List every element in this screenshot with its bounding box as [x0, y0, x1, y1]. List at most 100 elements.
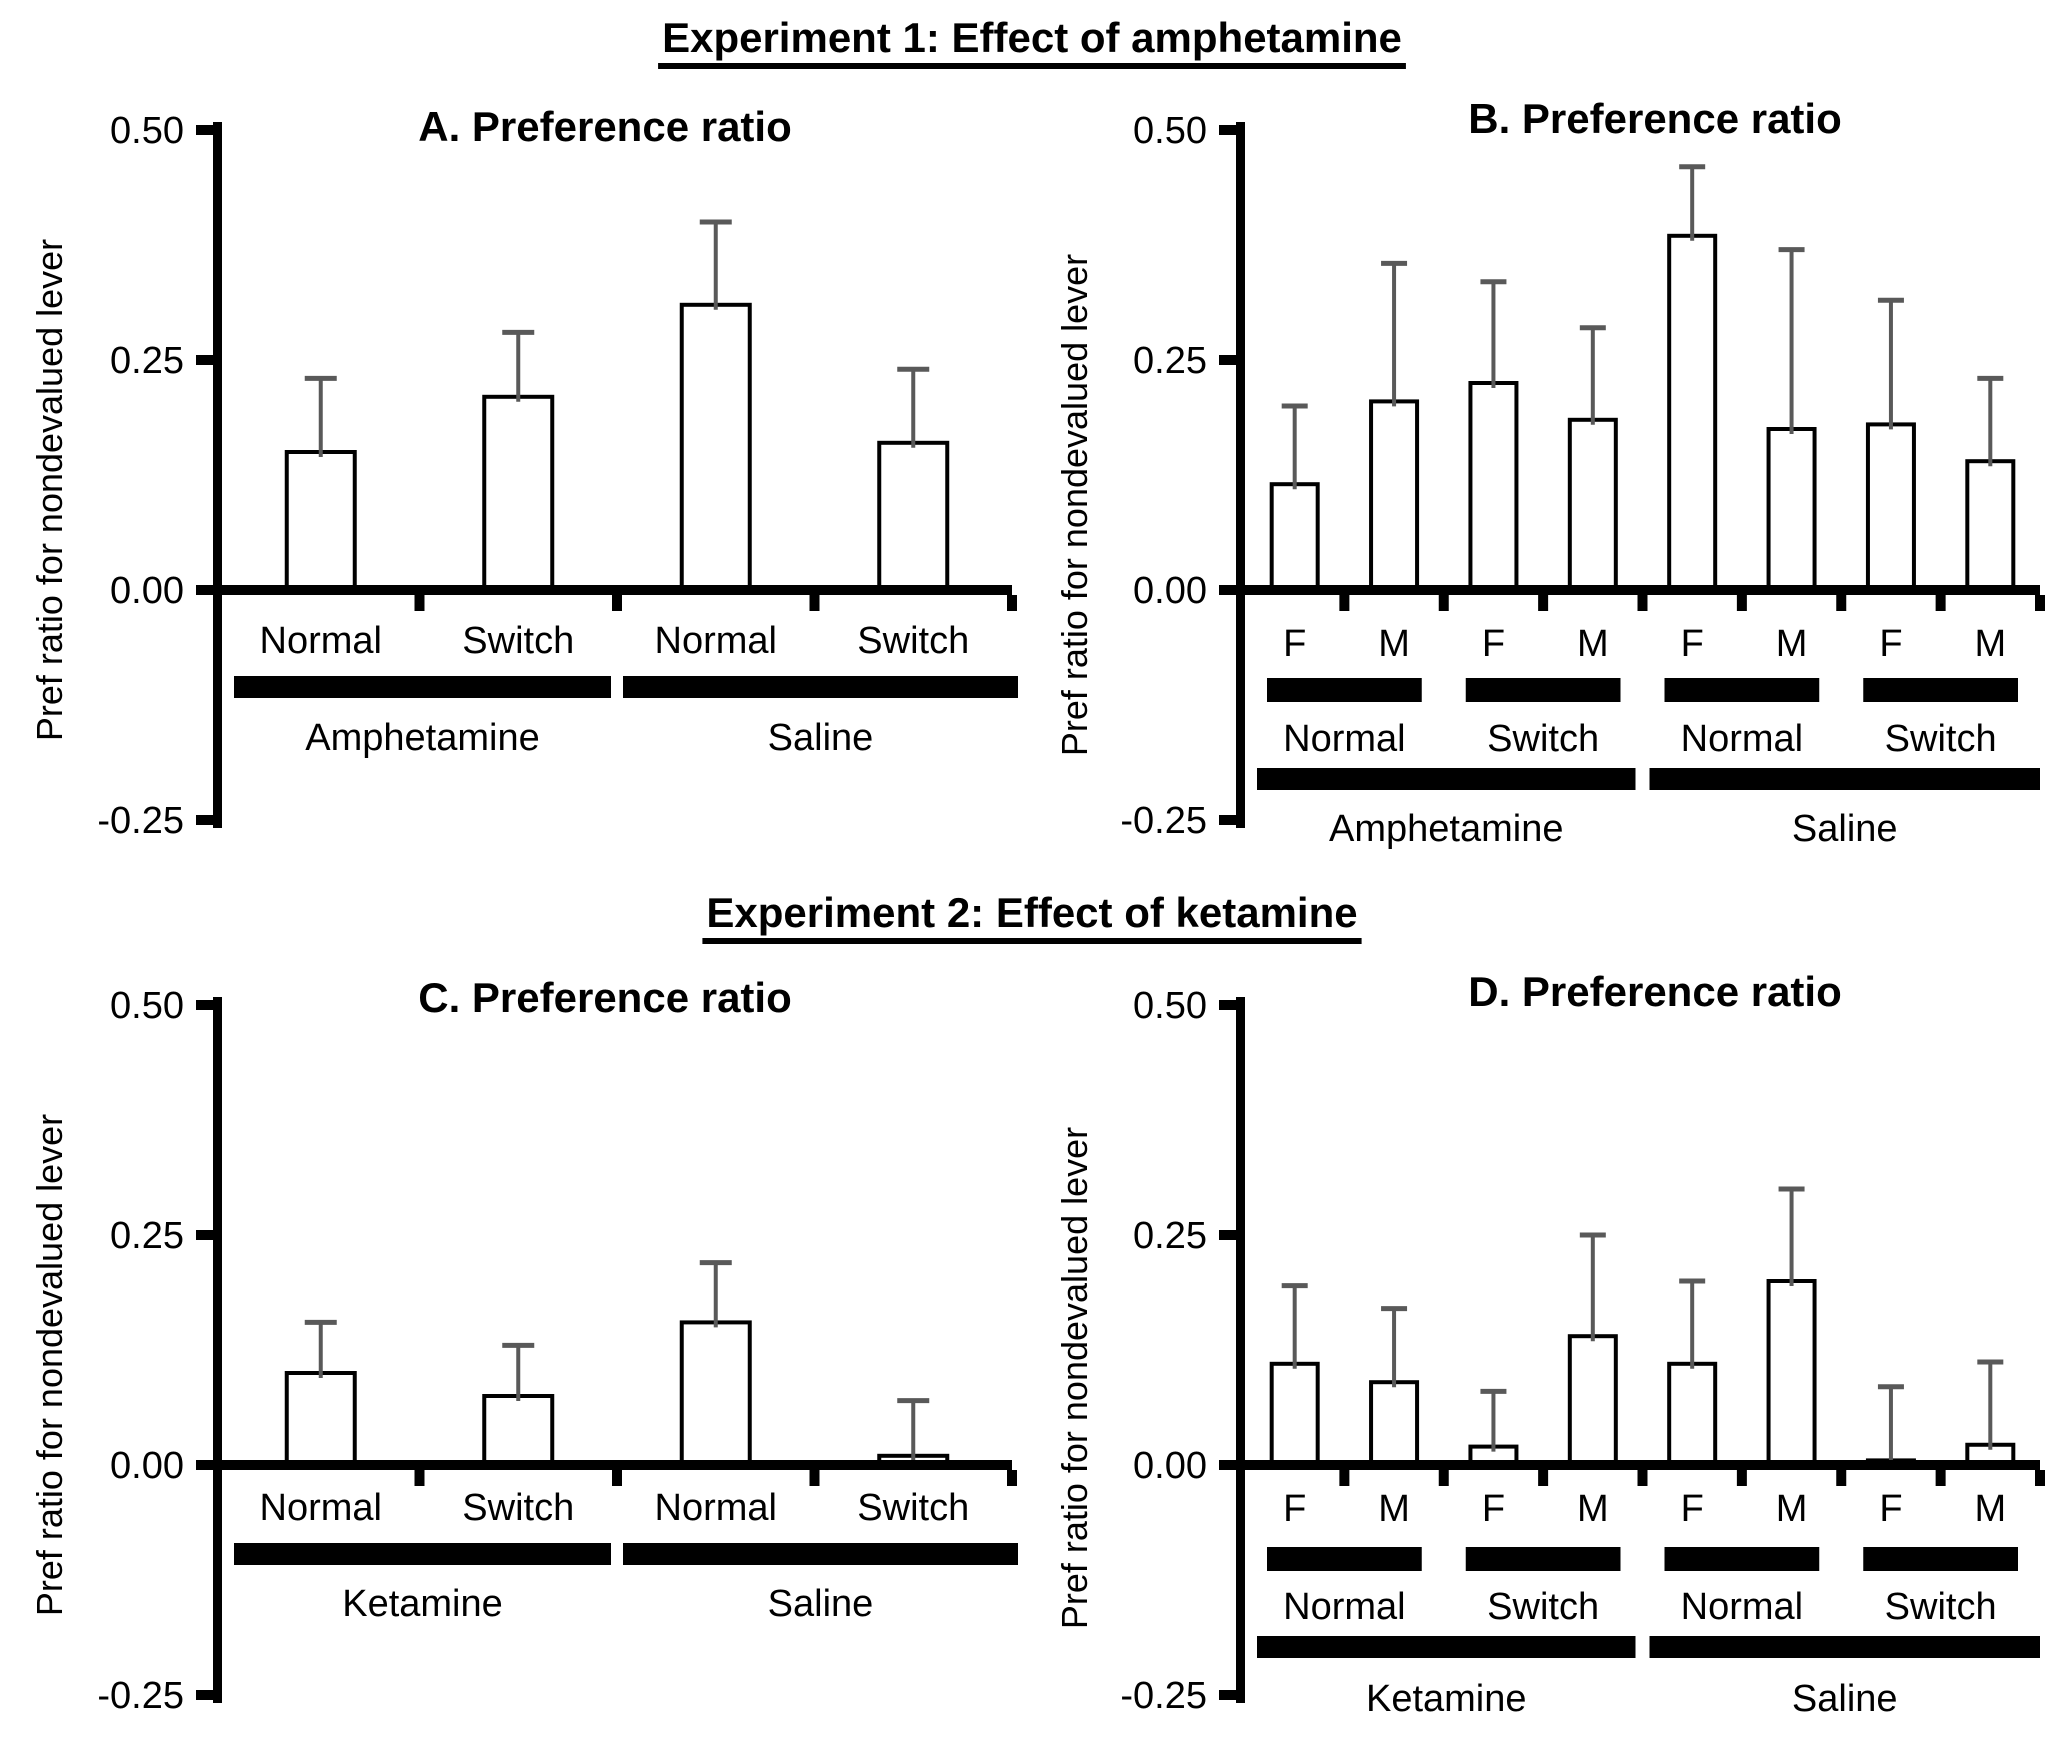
y-tick-label-D-3: -0.25: [1120, 1675, 1207, 1717]
category-label-C-2: Normal: [655, 1487, 777, 1529]
sex-label-B-4: F: [1681, 623, 1704, 665]
y-axis-D: [1236, 997, 1245, 1703]
category-label-A-3: Switch: [857, 620, 969, 662]
x-tick-C-4: [1007, 1470, 1017, 1486]
y-tick-label-A-0: 0.50: [110, 110, 184, 152]
sex-label-B-5: M: [1776, 623, 1808, 665]
sex-label-D-1: M: [1378, 1488, 1410, 1530]
panel-b-y-axis-label: Pref ratio for nondevalued lever: [1054, 254, 1095, 756]
y-tick-D-1: [1219, 1230, 1236, 1240]
pair-bar-D-1: [1465, 1547, 1621, 1571]
x-tick-D-7: [1935, 1470, 1946, 1486]
x-tick-D-5: [1736, 1470, 1747, 1486]
pair-bar-D-0: [1267, 1547, 1422, 1571]
y-tick-label-C-0: 0.50: [110, 985, 184, 1027]
drug-label-D-0: Ketamine: [1366, 1678, 1527, 1720]
x-tick-C-3: [809, 1470, 820, 1486]
y-tick-label-D-1: 0.25: [1133, 1215, 1207, 1257]
x-tick-D-4: [1637, 1470, 1648, 1486]
y-tick-label-B-1: 0.25: [1133, 340, 1207, 382]
bar-C-2: [679, 1320, 752, 1471]
y-tick-label-B-2: 0.00: [1133, 570, 1207, 612]
y-tick-B-0: [1219, 125, 1236, 135]
condition-label-D-3: Switch: [1885, 1586, 1997, 1628]
bar-A-2: [679, 302, 752, 595]
condition-label-B-1: Switch: [1487, 718, 1599, 760]
bar-D-3: [1567, 1334, 1618, 1470]
panel-a-y-axis-label: Pref ratio for nondevalued lever: [29, 239, 70, 741]
group-label-C-0: Ketamine: [342, 1583, 503, 1625]
y-tick-B-2: [1219, 585, 1236, 595]
y-tick-D-0: [1219, 1000, 1236, 1010]
drug-bar-B-1: [1649, 768, 2040, 790]
experiment-2-title-underline: [702, 938, 1362, 944]
x-tick-B-6: [1836, 595, 1847, 611]
panel-c-title: C. Preference ratio: [418, 974, 792, 1021]
group-bar-A-0: [234, 676, 611, 698]
bar-D-4: [1667, 1361, 1718, 1471]
y-axis-C: [213, 997, 222, 1703]
x-tick-B-5: [1736, 595, 1747, 611]
panel-d-title: D. Preference ratio: [1468, 968, 1842, 1015]
panel-d-y-axis-label: Pref ratio for nondevalued lever: [1054, 1127, 1095, 1629]
bar-B-0: [1269, 482, 1320, 596]
bar-C-1: [482, 1394, 555, 1470]
pair-bar-B-2: [1664, 678, 1820, 702]
x-tick-B-3: [1538, 595, 1549, 611]
category-label-C-0: Normal: [260, 1487, 382, 1529]
y-tick-A-1: [196, 355, 213, 365]
y-axis-B: [1236, 122, 1245, 828]
condition-label-D-2: Normal: [1681, 1586, 1803, 1628]
y-tick-label-D-0: 0.50: [1133, 985, 1207, 1027]
sex-label-D-5: M: [1776, 1488, 1808, 1530]
x-tick-A-4: [1007, 595, 1017, 611]
category-label-C-1: Switch: [462, 1487, 574, 1529]
panel-a-title: A. Preference ratio: [418, 103, 792, 150]
bar-B-6: [1865, 422, 1916, 595]
bar-A-1: [482, 394, 555, 595]
group-label-A-0: Amphetamine: [305, 717, 539, 759]
y-tick-B-1: [1219, 355, 1236, 365]
bar-A-0: [284, 450, 357, 595]
panel-a-plot: 0.50 0.25 0.00 -0.25 Normal Switch Normal Switc…: [97, 110, 1018, 842]
drug-bar-B-0: [1257, 768, 1636, 790]
experiment-1-title: Experiment 1: Effect of amphetamine: [662, 14, 1402, 61]
condition-label-B-0: Normal: [1283, 718, 1405, 760]
bar-B-4: [1667, 233, 1718, 596]
drug-bar-D-1: [1649, 1636, 2040, 1658]
sex-label-B-0: F: [1283, 623, 1306, 665]
sex-label-D-7: M: [1974, 1488, 2006, 1530]
y-tick-label-C-2: 0.00: [110, 1445, 184, 1487]
group-label-A-1: Saline: [768, 717, 874, 759]
drug-label-B-1: Saline: [1792, 808, 1898, 850]
bar-B-3: [1567, 417, 1618, 595]
category-label-A-1: Switch: [462, 620, 574, 662]
sex-label-D-0: F: [1283, 1488, 1306, 1530]
sex-label-B-3: M: [1577, 623, 1609, 665]
y-tick-A-0: [196, 125, 213, 135]
experiment-2-title: Experiment 2: Effect of ketamine: [706, 889, 1357, 936]
x-axis-A: [213, 585, 1012, 595]
condition-label-D-0: Normal: [1283, 1586, 1405, 1628]
group-label-C-1: Saline: [768, 1583, 874, 1625]
y-tick-C-0: [196, 1000, 213, 1010]
sex-label-D-6: F: [1879, 1488, 1902, 1530]
x-tick-B-7: [1935, 595, 1946, 611]
bar-C-0: [284, 1371, 357, 1470]
bar-B-7: [1965, 459, 2016, 596]
sex-label-B-2: F: [1482, 623, 1505, 665]
y-tick-C-3: [196, 1690, 213, 1700]
bar-B-1: [1369, 399, 1420, 595]
y-axis-A: [213, 122, 222, 828]
bar-B-2: [1468, 381, 1519, 595]
bar-D-5: [1766, 1279, 1817, 1470]
panel-b-plot: 0.50 0.25 0.00 -0.25 F M F M F M F M Normal Switch Nor…: [1120, 110, 2045, 850]
x-tick-D-3: [1538, 1470, 1549, 1486]
category-label-A-2: Normal: [655, 620, 777, 662]
x-tick-C-1: [414, 1470, 425, 1486]
bar-A-3: [877, 440, 950, 595]
x-tick-A-3: [809, 595, 820, 611]
sex-label-B-6: F: [1879, 623, 1902, 665]
